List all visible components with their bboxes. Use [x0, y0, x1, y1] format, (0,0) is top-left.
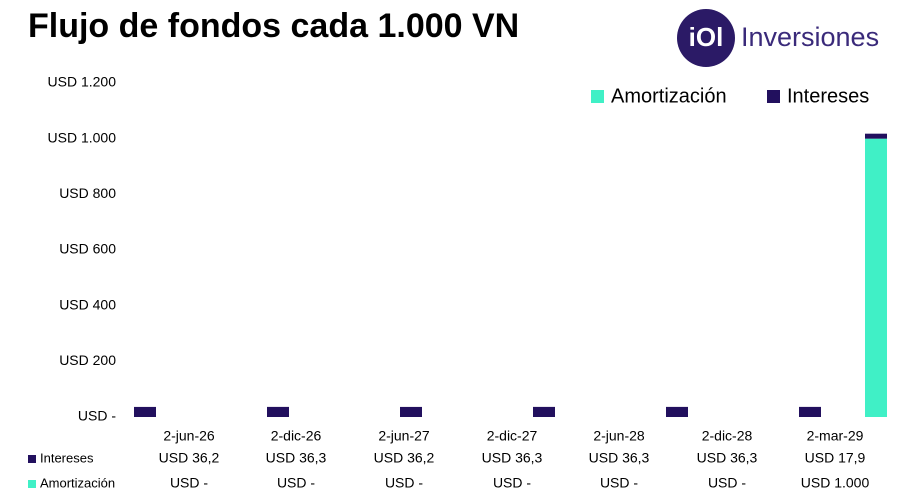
- bar-segment: [865, 138, 887, 417]
- table-swatch: [28, 455, 36, 463]
- bar-segment: [533, 406, 555, 417]
- y-tick-label: USD 800: [59, 185, 116, 201]
- table-value: USD 17,9: [805, 450, 866, 466]
- y-tick-label: USD -: [78, 408, 116, 424]
- table-value: USD 36,3: [266, 450, 327, 466]
- logo: iOl Inversiones: [677, 9, 879, 67]
- logo-text: Inversiones: [741, 22, 879, 52]
- legend-swatch: [767, 90, 780, 103]
- table-value: USD -: [277, 475, 315, 491]
- table-value: USD -: [170, 475, 208, 491]
- table-swatch: [28, 480, 36, 488]
- x-tick-label: 2-dic-27: [487, 428, 538, 444]
- table-value: USD -: [600, 475, 638, 491]
- legend-label: Amortización: [611, 85, 727, 107]
- bar-segment: [865, 133, 887, 139]
- logo-mark: iOl: [689, 22, 724, 52]
- x-tick-label: 2-jun-27: [378, 428, 430, 444]
- y-tick-label: USD 1.000: [48, 129, 117, 145]
- y-tick-label: USD 1.200: [48, 74, 117, 90]
- x-tick-label: 2-dic-28: [702, 428, 753, 444]
- bar-segment: [134, 406, 156, 417]
- table-value: USD 36,3: [589, 450, 650, 466]
- legend-label: Intereses: [787, 85, 869, 107]
- x-tick-label: 2-jun-28: [593, 428, 645, 444]
- logo-circle: [677, 9, 735, 67]
- bar-segment: [799, 406, 821, 417]
- table-value: USD 36,3: [482, 450, 543, 466]
- table-value: USD 1.000: [801, 475, 870, 491]
- table-row-label: Intereses: [40, 450, 94, 465]
- x-tick-label: 2-dic-26: [271, 428, 322, 444]
- table-value: USD -: [708, 475, 746, 491]
- y-tick-label: USD 200: [59, 352, 116, 368]
- table-value: USD 36,3: [697, 450, 758, 466]
- table-value: USD -: [493, 475, 531, 491]
- table-value: USD 36,2: [159, 450, 220, 466]
- x-tick-label: 2-jun-26: [163, 428, 215, 444]
- bar-segment: [267, 406, 289, 417]
- chart-title: Flujo de fondos cada 1.000 VN: [28, 7, 519, 45]
- x-tick-label: 2-mar-29: [807, 428, 864, 444]
- y-tick-label: USD 400: [59, 296, 116, 312]
- table-value: USD -: [385, 475, 423, 491]
- table-row-label: Amortización: [40, 475, 115, 490]
- bar-segment: [400, 406, 422, 417]
- table-value: USD 36,2: [374, 450, 435, 466]
- legend-swatch: [591, 90, 604, 103]
- y-tick-label: USD 600: [59, 241, 116, 257]
- bar-segment: [666, 406, 688, 417]
